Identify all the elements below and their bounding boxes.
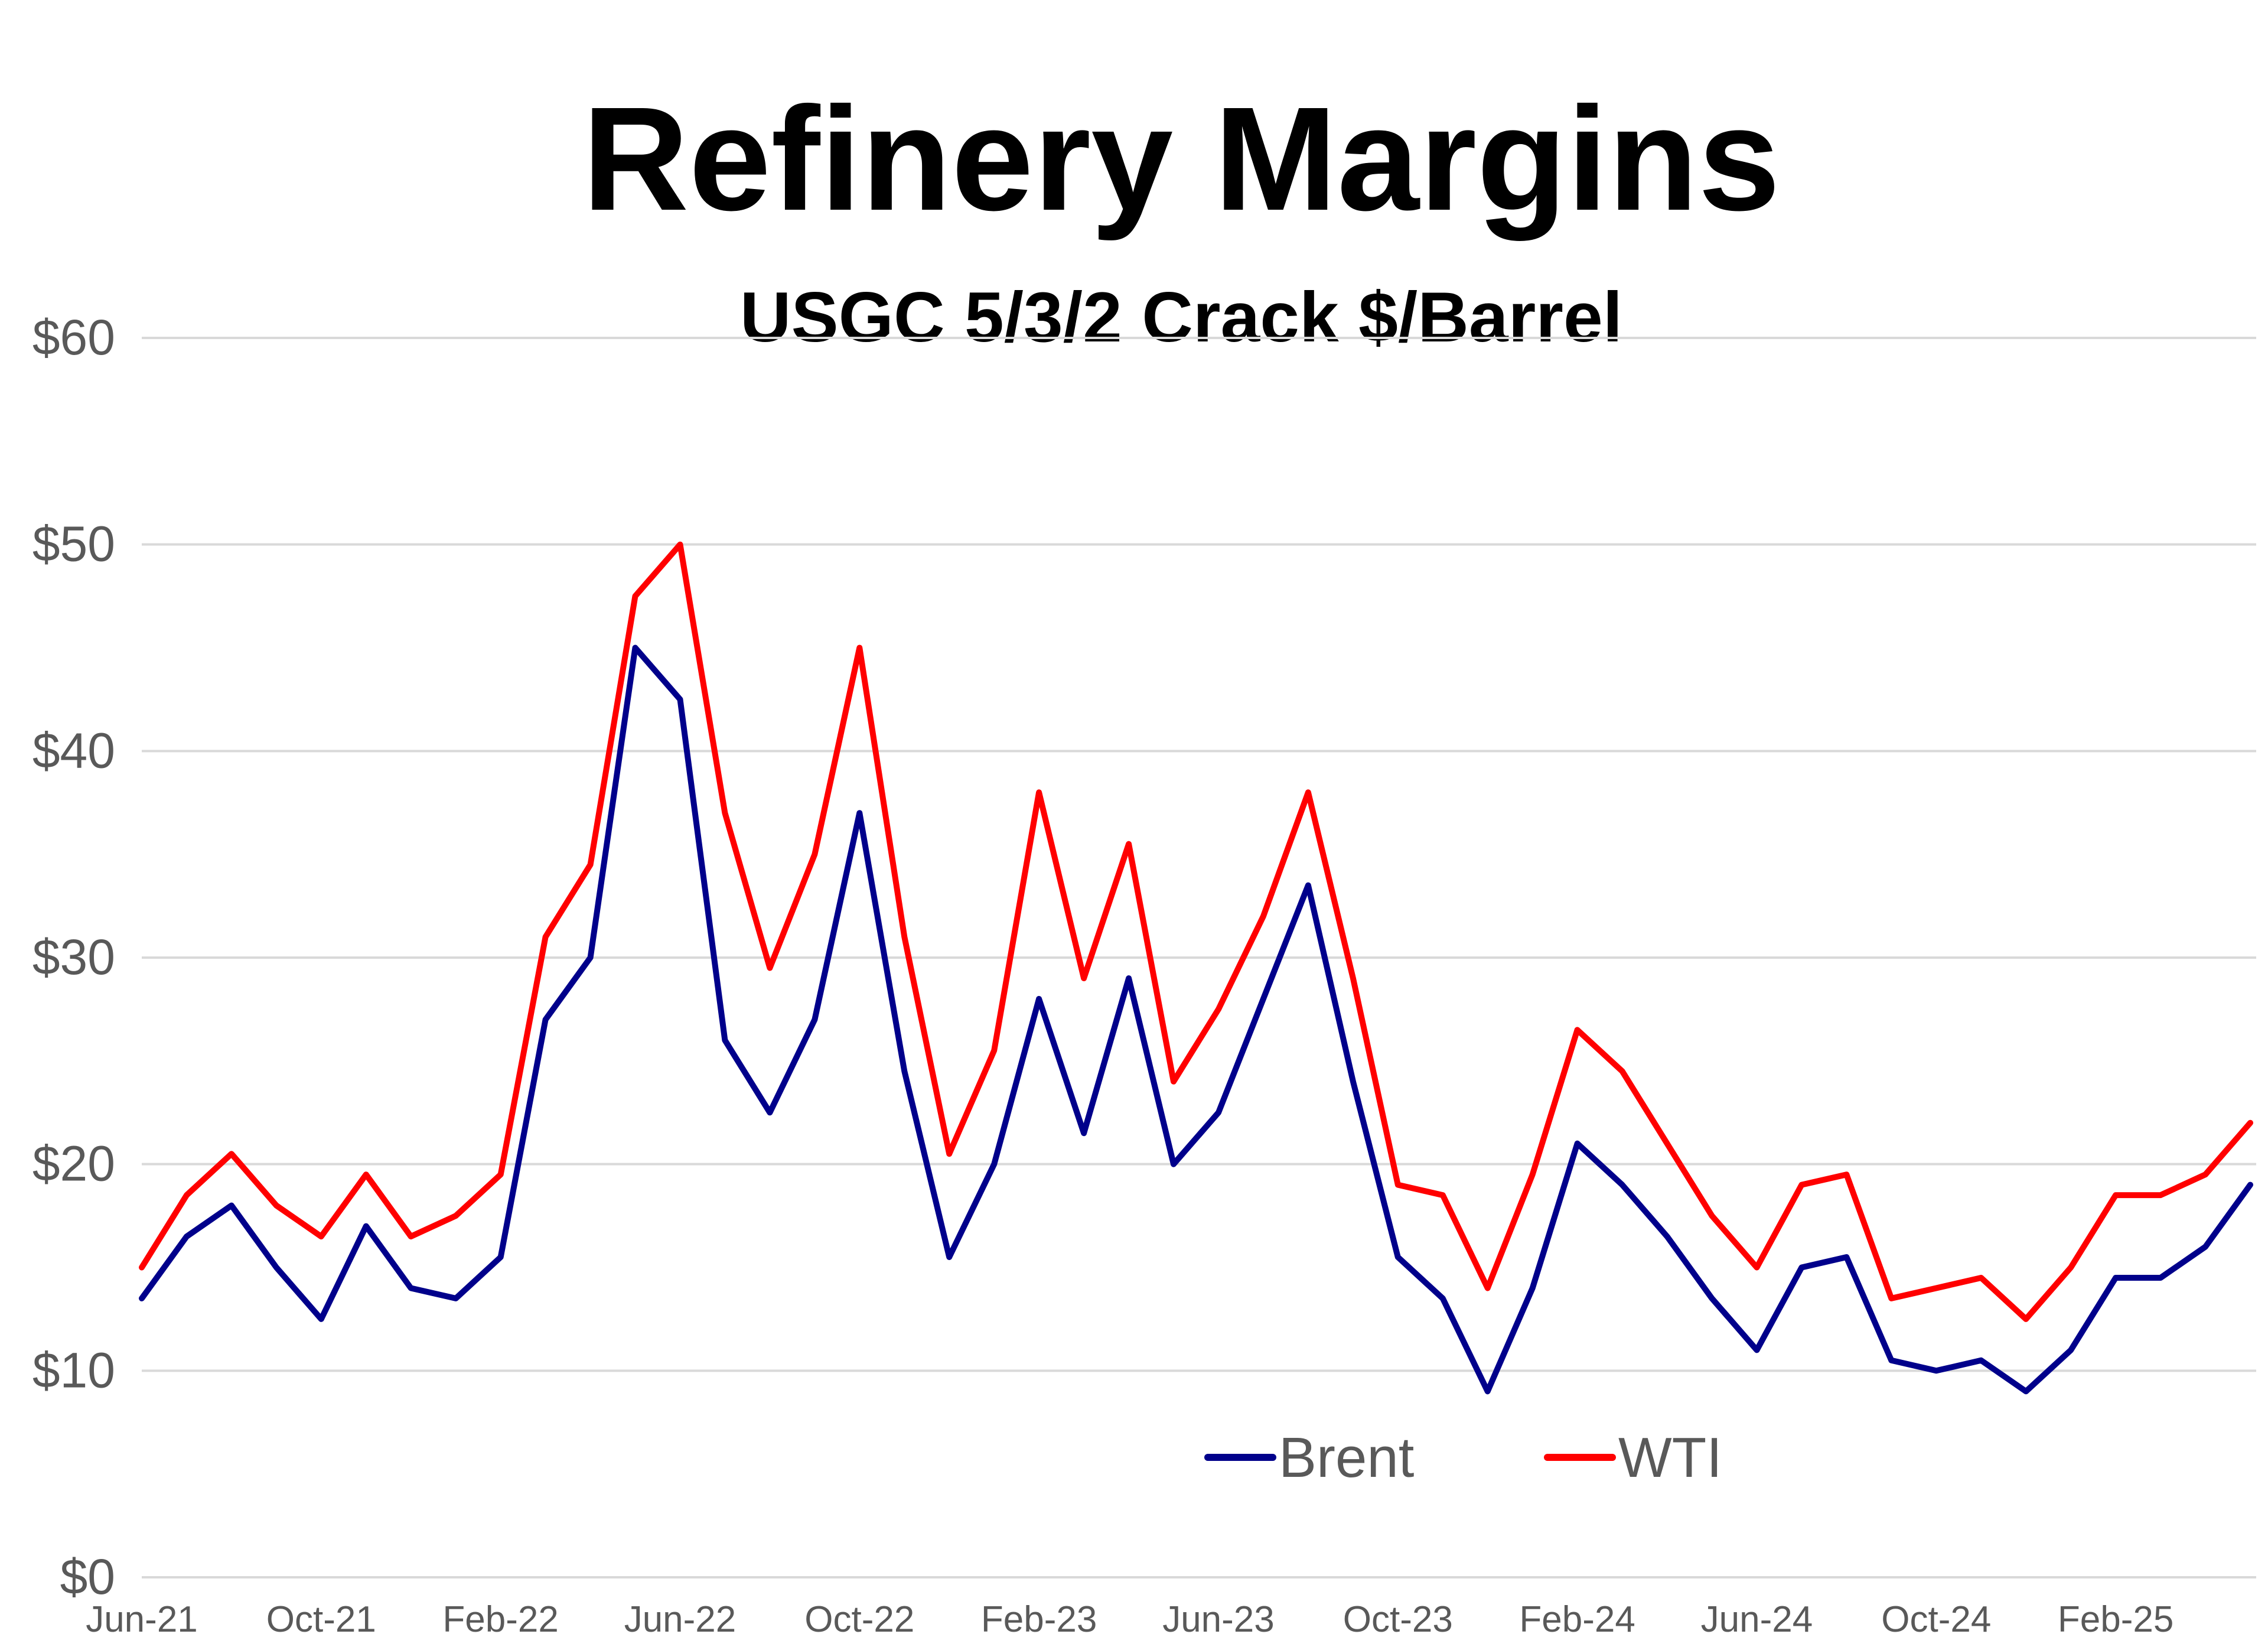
x-tick-label: Oct-23 xyxy=(1343,1599,1453,1640)
x-tick-label: Feb-24 xyxy=(1519,1599,1635,1640)
chart-title: Refinery Margins xyxy=(582,76,1780,241)
x-tick-label: Jun-22 xyxy=(624,1599,737,1640)
x-tick-label: Feb-25 xyxy=(2058,1599,2174,1640)
x-tick-label: Oct-22 xyxy=(804,1599,914,1640)
series-lines xyxy=(139,541,2253,1395)
x-tick-label: Jun-24 xyxy=(1701,1599,1813,1640)
x-tick-label: Feb-23 xyxy=(981,1599,1097,1640)
gridlines xyxy=(142,337,2256,1578)
y-tick-label: $50 xyxy=(32,516,115,572)
x-tick-label: Oct-21 xyxy=(266,1599,376,1640)
y-tick-label: $0 xyxy=(60,1549,115,1604)
legend: Brent WTI xyxy=(1204,1426,1722,1489)
series-line-wti xyxy=(139,541,2253,1322)
y-tick-label: $60 xyxy=(32,310,115,365)
y-tick-label: $30 xyxy=(32,929,115,985)
x-tick-label: Jun-23 xyxy=(1162,1599,1275,1640)
y-tick-label: $20 xyxy=(32,1136,115,1192)
x-tick-label: Jun-21 xyxy=(86,1599,198,1640)
x-axis-labels: Jun-21 Oct-21 Feb-22 Jun-22 Oct-22 Feb-23 Jun-… xyxy=(86,1599,2174,1640)
y-tick-label: $40 xyxy=(32,722,115,778)
y-axis-labels: $0 $10 $20 $30 $40 $50 $60 xyxy=(32,310,115,1604)
y-tick-label: $10 xyxy=(32,1342,115,1398)
legend-label-brent: Brent xyxy=(1279,1426,1414,1489)
x-tick-label: Feb-22 xyxy=(442,1599,558,1640)
chart-subtitle: USGC 5/3/2 Crack $/Barrel xyxy=(740,278,1622,357)
series-line-brent xyxy=(139,645,2253,1395)
x-tick-label: Oct-24 xyxy=(1881,1599,1991,1640)
legend-label-wti: WTI xyxy=(1618,1426,1722,1489)
